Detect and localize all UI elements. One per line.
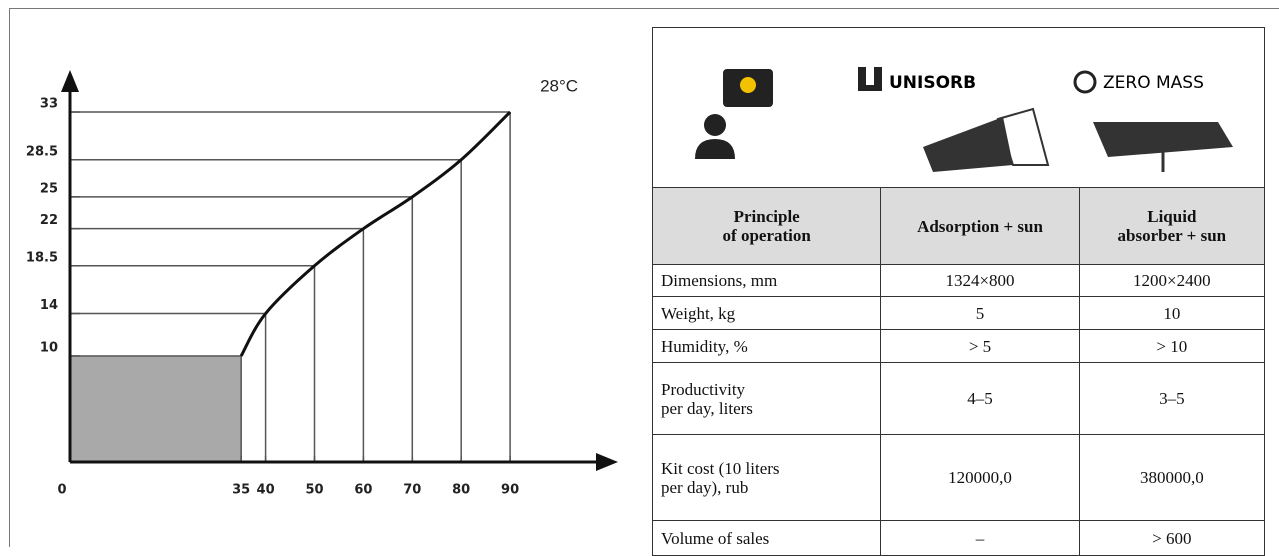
unisorb-mark (858, 67, 882, 91)
x-tick-label: 50 (305, 483, 323, 498)
table-cell: Volume of sales (651, 520, 882, 556)
table-cell: Principle of operation (651, 187, 882, 265)
panel-frame (996, 107, 1050, 166)
chart: 28°C 10 14 18.5 22 25 28.5 33 0 35 40 50 60 70 80 90 (26, 70, 618, 498)
panel (923, 117, 1013, 172)
table-row: Humidity, % > 5 > 10 (651, 329, 1266, 363)
table-cell: Weight, kg (651, 296, 882, 330)
bulb (740, 77, 756, 93)
table-cell: Productivity per day, liters (651, 362, 882, 435)
y-tick-label: 25 (40, 181, 58, 196)
table-row: Dimensions, mm 1324×800 1200×2400 (651, 264, 1266, 297)
table-cell: Liquid absorber + sun (1078, 187, 1266, 265)
panel (1093, 122, 1233, 157)
table-cell: 380000,0 (1078, 434, 1266, 521)
table-cell: Dimensions, mm (651, 264, 882, 297)
logo-cell: UNISORB ZERO MASS (652, 27, 1265, 188)
logo-row: UNISORB ZERO MASS (652, 27, 1265, 188)
table-cell: Kit cost (10 liters per day), rub (651, 434, 882, 521)
table-cell: 10 (1078, 296, 1266, 330)
table-cell: – (880, 520, 1080, 556)
y-arrow (61, 70, 79, 92)
shaded-box (69, 355, 242, 463)
data-line (239, 110, 512, 357)
table-row: Kit cost (10 liters per day), rub 120000,… (651, 434, 1266, 521)
table-cell: 3–5 (1078, 362, 1266, 435)
x-tick-label: 80 (452, 483, 470, 498)
y-tick-label: 33 (40, 97, 58, 112)
table-cell: 120000,0 (880, 434, 1080, 521)
x-tick-label: 60 (354, 483, 372, 498)
y-tick-label: 10 (40, 340, 58, 355)
x-arrow (596, 453, 618, 471)
table-cell: Adsorption + sun (880, 187, 1080, 265)
y-tick-label: 18.5 (26, 250, 58, 265)
person-head (704, 114, 726, 136)
frame (9, 8, 1279, 547)
logo-text: ZERO MASS (1103, 73, 1204, 93)
logo-text: UNISORB (889, 73, 976, 93)
person-body (695, 139, 735, 159)
x-tick-label: 0 (57, 483, 66, 498)
x-tick-label: 70 (403, 483, 421, 498)
x-tick-label: 35 (232, 483, 250, 498)
comparison-table: UNISORB ZERO MASS Principle of operation… (651, 27, 1266, 556)
table-cell: 1200×2400 (1078, 264, 1266, 297)
table-cell: > 5 (880, 329, 1080, 363)
x-tick-label: 40 (257, 483, 275, 498)
table-row: Volume of sales – > 600 (651, 520, 1266, 556)
logos: UNISORB ZERO MASS (695, 67, 1233, 172)
y-tick-label: 28.5 (26, 144, 58, 159)
y-tick-label: 14 (40, 298, 58, 313)
table-row: Weight, kg 5 10 (651, 296, 1266, 330)
table-cell: Humidity, % (651, 329, 882, 363)
table-row: Productivity per day, liters 4–5 3–5 (651, 362, 1266, 435)
table-cell: 4–5 (880, 362, 1080, 435)
table-cell: 5 (880, 296, 1080, 330)
table-cell: 1324×800 (880, 264, 1080, 297)
series-label: 28°C (540, 77, 578, 96)
table-cell: > 600 (1078, 520, 1266, 556)
x-tick-label: 90 (501, 483, 519, 498)
table-cell: > 10 (1078, 329, 1266, 363)
y-tick-label: 22 (40, 213, 58, 228)
zeromass-mark (1073, 70, 1097, 94)
table-row: Principle of operation Adsorption + sun Li… (651, 187, 1266, 265)
